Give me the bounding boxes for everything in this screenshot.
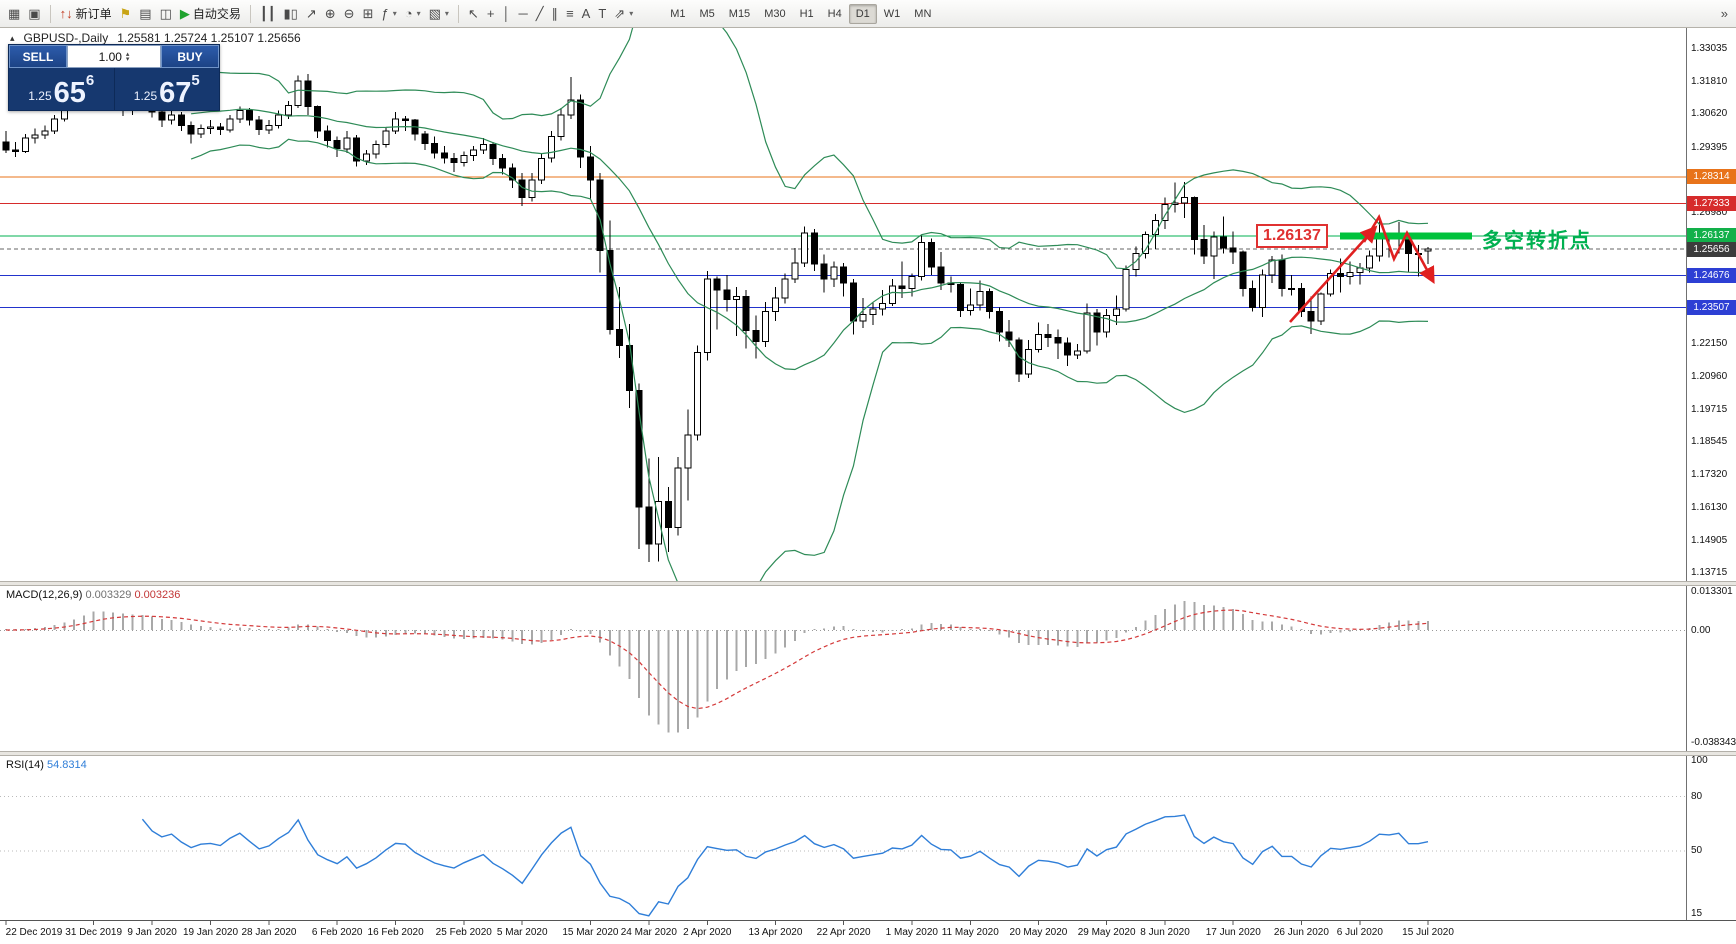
timeframe-mn[interactable]: MN (914, 7, 932, 20)
timeframe-h1[interactable]: H1 (799, 7, 814, 20)
toolbar-separator (49, 4, 51, 23)
buy-button[interactable]: BUY (161, 45, 219, 68)
sell-button[interactable]: SELL (9, 45, 67, 68)
ohlc-values: 1.25581 1.25724 1.25107 1.25656 (117, 31, 301, 45)
spin-down-icon[interactable]: ▾ (125, 55, 130, 63)
chart-symbol-header: ▴ GBPUSD-,Daily 1.25581 1.25724 1.25107 … (10, 31, 301, 45)
symbol-title: GBPUSD-,Daily (23, 31, 109, 45)
period-icon[interactable]: ◔ ▾ (404, 6, 421, 21)
cursor-icon[interactable]: ↖ (467, 6, 479, 21)
toolbar-groups: ▦ ▣ ↑↓ 新订单 ⚑ ▤ ◫ ▶ 自动交易 ┃┃ ▮▯ ↗ ⊕ ⊖ ⊞ ƒ ▾ ◔ ▾ ▧ ▾ ↖ + │ ─ ╱ ∥ ≡ A T ⇗ ▾ (4, 3, 637, 25)
indicators-icon[interactable]: ƒ ▾ (381, 6, 397, 21)
price-callout-label[interactable]: 1.26137 (1256, 224, 1328, 248)
tile-windows-icon[interactable]: ⊞ (362, 6, 374, 21)
timeframe-m15[interactable]: M15 (728, 7, 751, 20)
collapse-icon[interactable]: ▴ (10, 32, 15, 43)
macd-main-value: 0.003329 (85, 589, 132, 601)
toolbar-separator (249, 4, 251, 23)
rsi-name: RSI(14) (6, 759, 44, 771)
profiles-icon[interactable]: ▣ (28, 6, 41, 21)
buy-price-pip: 5 (191, 72, 200, 89)
toolbar-right: » (1717, 3, 1732, 25)
one-click-trading-panel: SELL 1.00 ▴ ▾ BUY 1.25 65 6 1.25 67 5 (8, 44, 220, 111)
label-icon[interactable]: T (598, 6, 607, 21)
sell-price-pip: 6 (85, 72, 95, 89)
turning-point-annotation[interactable]: 多空转折点 (1482, 230, 1592, 252)
navigator-icon[interactable]: ◫ (159, 6, 172, 21)
spin-up-icon[interactable]: ▴ (125, 50, 130, 58)
timeframe-m5[interactable]: M5 (699, 7, 715, 20)
toolbar: ▦ ▣ ↑↓ 新订单 ⚑ ▤ ◫ ▶ 自动交易 ┃┃ ▮▯ ↗ ⊕ ⊖ ⊞ ƒ ▾ ◔ ▾ ▧ ▾ ↖ + │ ─ ╱ ∥ ≡ A T ⇗ ▾… (0, 0, 1736, 28)
new-order-button[interactable]: ↑↓ 新订单 (59, 6, 112, 21)
rsi-panel-separator[interactable] (0, 751, 1736, 756)
date-axis[interactable] (0, 920, 1736, 944)
buy-price-prefix: 1.25 (133, 89, 158, 103)
sell-price-prefix: 1.25 (28, 89, 52, 103)
bars-chart-icon[interactable]: ┃┃ (259, 6, 276, 21)
zoom-in-icon[interactable]: ⊕ (324, 6, 336, 21)
volume-spin-buttons[interactable]: ▴ ▾ (125, 50, 130, 63)
rsi-indicator-label: RSI(14) 54.8314 (6, 759, 87, 771)
timeframe-w1[interactable]: W1 (883, 7, 901, 20)
toolbar-separator (457, 4, 459, 23)
arrows-tool-icon[interactable]: ⇗ ▾ (614, 6, 634, 21)
crosshair-icon[interactable]: + (486, 6, 495, 21)
channel-icon[interactable]: ∥ (551, 6, 559, 21)
price-axis[interactable] (1687, 28, 1736, 920)
text-icon[interactable]: A (581, 6, 591, 21)
macd-indicator-label: MACD(12,26,9) 0.003329 0.003236 (6, 589, 180, 601)
vertical-line-icon[interactable]: │ (502, 6, 511, 21)
timeframe-h4[interactable]: H4 (827, 7, 842, 20)
timeframe-d1[interactable]: D1 (848, 3, 877, 24)
zoom-out-icon[interactable]: ⊖ (343, 6, 355, 21)
buy-price[interactable]: 1.25 67 5 (115, 68, 220, 110)
autotrading-button[interactable]: ▶ 自动交易 (179, 6, 241, 21)
timeframe-m1[interactable]: M1 (670, 7, 686, 20)
buy-price-big: 67 (159, 77, 192, 109)
templates-icon[interactable]: ▧ ▾ (428, 6, 449, 21)
price-divider (113, 68, 115, 110)
horizontal-line-icon[interactable]: ─ (518, 6, 528, 21)
new-chart-icon[interactable]: ▦ (8, 6, 21, 21)
timeframe-m30[interactable]: M30 (764, 7, 786, 20)
candles-chart-icon[interactable]: ▮▯ (283, 6, 298, 21)
volume-stepper[interactable]: 1.00 ▴ ▾ (67, 45, 161, 68)
sell-price[interactable]: 1.25 65 6 (9, 68, 114, 110)
rsi-value: 54.8314 (46, 759, 87, 771)
fibonacci-icon[interactable]: ≡ (566, 6, 574, 21)
sell-price-big: 65 (53, 77, 86, 109)
toolbar-overflow-icon[interactable]: » (1720, 6, 1728, 21)
line-chart-icon[interactable]: ↗ (305, 6, 317, 21)
volume-value[interactable]: 1.00 (98, 49, 122, 64)
market-watch-icon[interactable]: ▤ (139, 6, 152, 21)
macd-panel-separator[interactable] (0, 581, 1736, 586)
macd-name: MACD(12,26,9) (6, 589, 83, 601)
alerts-icon[interactable]: ⚑ (119, 6, 132, 21)
trendline-icon[interactable]: ╱ (535, 6, 544, 21)
macd-signal-value: 0.003236 (134, 589, 181, 601)
timeframe-toolbar: M1 M5 M15 M30 H1 H4 D1 W1 MN (663, 3, 938, 24)
